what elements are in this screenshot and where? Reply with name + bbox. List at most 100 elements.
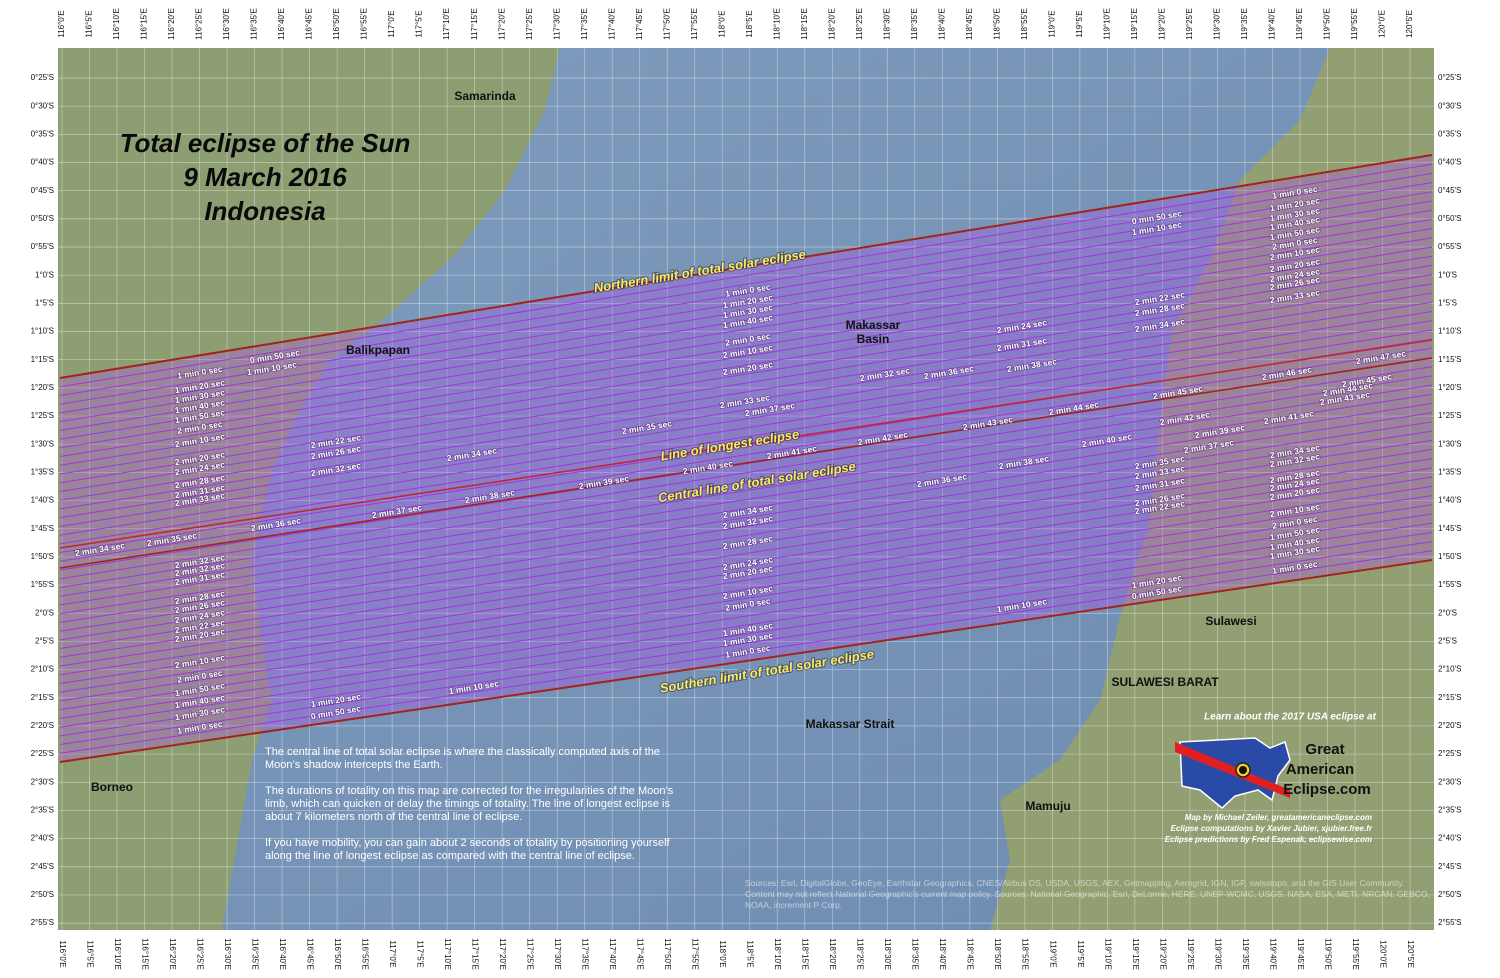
- longitude-label-bottom: 117°30'E: [553, 938, 562, 970]
- longitude-label-top: 117°45'E: [635, 8, 644, 40]
- longitude-label-top: 117°35'E: [580, 8, 589, 40]
- duration-isoline: [59, 458, 1433, 667]
- longitude-label-bottom: 119°0'E: [1048, 940, 1057, 967]
- latitude-label-right: 2°30'S: [1438, 777, 1461, 786]
- longitude-label-bottom: 117°0'E: [388, 940, 397, 967]
- title-line: Total eclipse of the Sun: [120, 128, 411, 158]
- longitude-label-bottom: 116°5'E: [85, 940, 94, 967]
- logo-text: American: [1286, 761, 1354, 778]
- latitude-label-left: 2°40'S: [31, 834, 54, 843]
- longitude-label-bottom: 119°15'E: [1131, 938, 1140, 970]
- duration-isoline: [59, 292, 1433, 510]
- longitude-label-bottom: 119°20'E: [1158, 938, 1167, 970]
- longitude-label-bottom: 116°10'E: [113, 938, 122, 970]
- latitude-label-left: 1°40'S: [31, 496, 54, 505]
- latitude-label-right: 2°25'S: [1438, 749, 1461, 758]
- latitude-label-left: 2°0'S: [35, 608, 54, 617]
- longitude-label-top: 120°5'E: [1405, 10, 1414, 38]
- longitude-label-top: 116°40'E: [277, 8, 286, 40]
- latitude-label-left: 2°50'S: [31, 890, 54, 899]
- longitude-label-bottom: 116°20'E: [168, 938, 177, 970]
- latitude-label-left: 2°35'S: [31, 806, 54, 815]
- place-label: Samarinda: [454, 89, 516, 103]
- duration-isoline: [59, 274, 1433, 492]
- duration-isoline: [59, 209, 1433, 431]
- duration-isoline: [59, 550, 1433, 754]
- longitude-label-bottom: 118°5'E: [746, 940, 755, 967]
- longitude-label-top: 119°15'E: [1130, 8, 1139, 40]
- longitude-label-bottom: 117°10'E: [443, 938, 452, 970]
- place-label: Borneo: [91, 780, 133, 794]
- longitude-label-top: 116°50'E: [332, 8, 341, 40]
- longitude-label-bottom: 116°40'E: [278, 938, 287, 970]
- duration-isoline: [59, 237, 1433, 458]
- longitude-label-top: 119°20'E: [1158, 8, 1167, 40]
- longitude-label-bottom: 118°10'E: [773, 938, 782, 970]
- latitude-label-right: 2°10'S: [1438, 665, 1461, 674]
- note: The central line of total solar eclipse …: [265, 746, 660, 771]
- longitude-label-top: 117°5'E: [415, 10, 424, 37]
- latitude-label-left: 1°45'S: [31, 524, 54, 533]
- longitude-label-bottom: 118°25'E: [856, 938, 865, 970]
- longitude-label-top: 117°40'E: [607, 8, 616, 40]
- latitude-label-right: 1°0'S: [1438, 270, 1457, 279]
- longitude-label-bottom: 116°35'E: [250, 938, 259, 970]
- place-label: Mamuju: [1025, 799, 1070, 813]
- longitude-label-top: 118°15'E: [800, 8, 809, 40]
- longitude-label-top: 119°50'E: [1323, 8, 1332, 40]
- latitude-label-right: 2°5'S: [1438, 637, 1457, 646]
- latitude-label-right: 1°15'S: [1438, 355, 1461, 364]
- latitude-label-left: 2°5'S: [35, 637, 54, 646]
- longitude-label-top: 120°0'E: [1378, 10, 1387, 38]
- logo-text: Eclipse.com: [1283, 781, 1371, 798]
- longitude-label-top: 119°45'E: [1295, 8, 1304, 40]
- duration-isoline: [59, 218, 1433, 440]
- latitude-label-right: 1°20'S: [1438, 383, 1461, 392]
- longitude-label-top: 119°25'E: [1185, 8, 1194, 40]
- duration-isoline: [59, 246, 1433, 466]
- longitude-label-top: 118°5'E: [745, 10, 754, 37]
- latitude-label-left: 0°45'S: [31, 186, 54, 195]
- longitude-label-bottom: 120°0'E: [1378, 940, 1387, 968]
- latitude-label-right: 1°55'S: [1438, 580, 1461, 589]
- credit-line: Eclipse computations by Xavier Jubier, x…: [1171, 824, 1373, 833]
- longitude-label-top: 118°30'E: [882, 8, 891, 40]
- longitude-label-top: 116°35'E: [250, 8, 259, 40]
- duration-isoline: [59, 264, 1433, 484]
- longitude-label-bottom: 117°20'E: [498, 938, 507, 970]
- duration-isoline: [59, 172, 1433, 396]
- longitude-label-top: 118°0'E: [717, 10, 726, 37]
- latitude-label-left: 1°15'S: [31, 355, 54, 364]
- latitude-label-left: 1°55'S: [31, 580, 54, 589]
- longitude-label-top: 118°10'E: [772, 8, 781, 40]
- longitude-label-top: 119°30'E: [1213, 8, 1222, 40]
- longitude-label-bottom: 119°30'E: [1213, 938, 1222, 970]
- latitude-label-right: 1°10'S: [1438, 327, 1461, 336]
- place-label: Makassar: [846, 318, 901, 332]
- longitude-label-bottom: 116°55'E: [361, 938, 370, 970]
- longitude-label-top: 119°10'E: [1102, 8, 1111, 40]
- latitude-label-right: 0°50'S: [1438, 214, 1461, 223]
- longitude-label-bottom: 117°55'E: [691, 938, 700, 970]
- longitude-label-bottom: 119°5'E: [1076, 940, 1085, 967]
- longitude-label-top: 116°10'E: [112, 8, 121, 40]
- longitude-label-top: 118°45'E: [965, 8, 974, 40]
- longitude-label-bottom: 119°25'E: [1186, 938, 1195, 970]
- longitude-label-bottom: 117°40'E: [608, 938, 617, 970]
- duration-isoline: [59, 430, 1433, 641]
- longitude-label-bottom: 116°15'E: [140, 938, 149, 970]
- latitude-label-left: 1°30'S: [31, 439, 54, 448]
- duration-isoline: [59, 531, 1433, 737]
- latitude-label-right: 1°50'S: [1438, 552, 1461, 561]
- longitude-label-top: 119°55'E: [1350, 8, 1359, 40]
- latitude-label-left: 1°35'S: [31, 467, 54, 476]
- latitude-label-right: 2°50'S: [1438, 890, 1461, 899]
- longitude-label-top: 116°25'E: [195, 8, 204, 40]
- longest-eclipse-line: [59, 339, 1433, 549]
- northern-limit-line: [59, 154, 1433, 379]
- title-line: Indonesia: [204, 196, 325, 226]
- duration-isoline: [59, 329, 1433, 545]
- longitude-label-top: 118°25'E: [855, 8, 864, 40]
- longitude-label-bottom: 116°0'E: [58, 940, 67, 967]
- latitude-label-left: 0°30'S: [31, 101, 54, 110]
